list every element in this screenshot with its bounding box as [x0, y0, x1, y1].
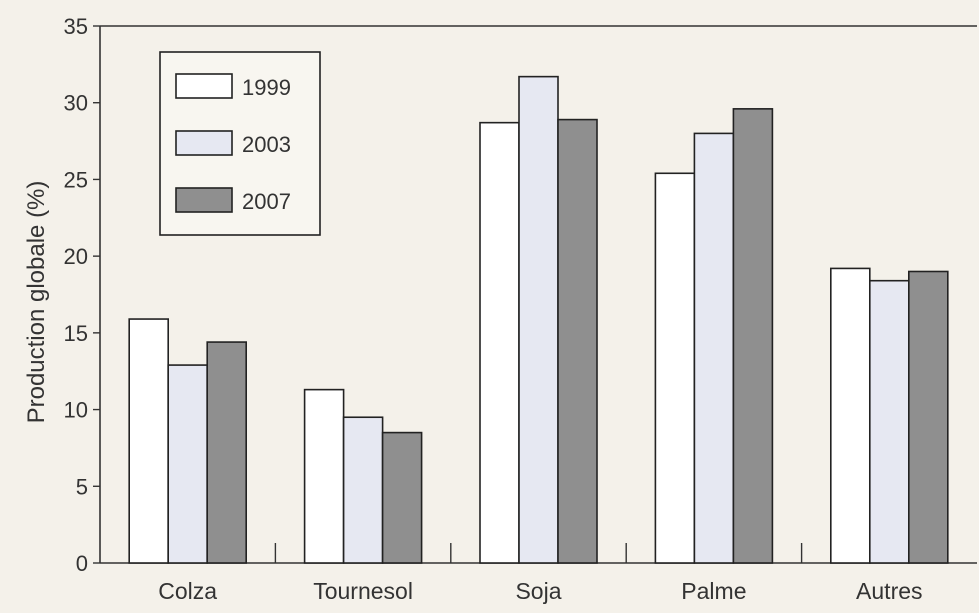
bar-1999-soja — [479, 121, 520, 564]
legend: 1999 2003 2007 — [159, 51, 321, 236]
y-tick-label: 0 — [76, 551, 88, 576]
bar-1999-colza — [128, 318, 169, 564]
bar-2003-autres — [868, 279, 910, 564]
y-tick-label: 25 — [64, 167, 88, 192]
x-tick-label: Colza — [158, 578, 217, 604]
bar-2007-colza — [206, 341, 247, 564]
bar-2007-soja — [557, 118, 598, 564]
x-tick-label: Autres — [856, 578, 922, 604]
y-tick-label: 20 — [64, 244, 88, 269]
y-tick-label: 15 — [64, 321, 88, 346]
bar-2007-palme — [732, 108, 774, 564]
x-tick-label: Soja — [515, 578, 561, 604]
bar-1999-palme — [654, 172, 696, 564]
axes: 0 5 10 15 20 25 30 35 Colza Tournesol Soja Palme Aut… — [64, 14, 977, 604]
y-tick-label: 35 — [64, 14, 88, 39]
legend-label-1999: 1999 — [242, 75, 291, 100]
bars — [128, 75, 949, 564]
bar-2003-tournesol — [342, 416, 384, 564]
bar-1999-autres — [829, 267, 871, 564]
bar-1999-tournesol — [303, 388, 345, 564]
bar-2003-colza — [167, 364, 208, 564]
x-tick-label: Tournesol — [313, 578, 413, 604]
legend-label-2007: 2007 — [242, 189, 291, 214]
legend-swatch-1999 — [175, 73, 233, 99]
y-tick-label: 30 — [64, 91, 88, 116]
y-tick-label: 10 — [64, 398, 88, 423]
bar-2003-palme — [693, 132, 735, 564]
legend-swatch-2003 — [175, 130, 233, 156]
legend-label-2003: 2003 — [242, 132, 291, 157]
legend-swatch-2007 — [175, 187, 233, 213]
y-tick-label: 5 — [76, 474, 88, 499]
y-axis-label: Production globale (%) — [23, 181, 50, 424]
bar-2007-autres — [907, 270, 949, 564]
x-tick-label: Palme — [681, 578, 746, 604]
bar-2007-tournesol — [381, 431, 423, 564]
bar-2003-soja — [518, 75, 559, 564]
